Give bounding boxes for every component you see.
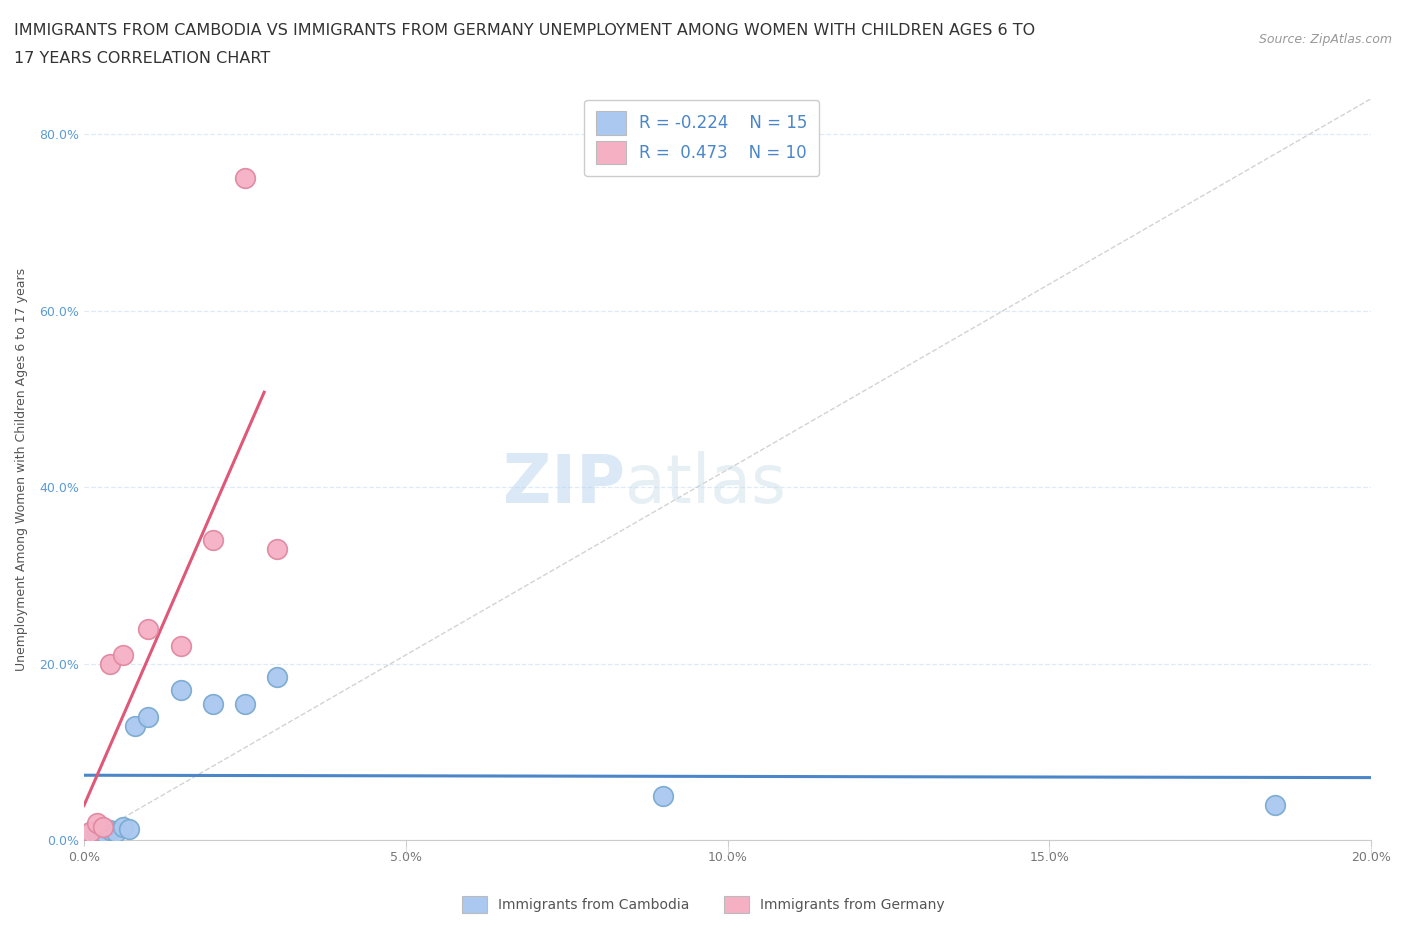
- Legend: Immigrants from Cambodia, Immigrants from Germany: Immigrants from Cambodia, Immigrants fro…: [456, 890, 950, 919]
- Point: [98, 657, 121, 671]
- Point: [169, 639, 191, 654]
- Point: [118, 821, 141, 836]
- Point: [201, 697, 224, 711]
- Point: [266, 670, 288, 684]
- Point: [201, 533, 224, 548]
- Point: [86, 826, 108, 841]
- Point: [79, 824, 101, 839]
- Point: [652, 789, 675, 804]
- Point: [124, 718, 146, 733]
- Y-axis label: Unemployment Among Women with Children Ages 6 to 17 years: Unemployment Among Women with Children A…: [15, 268, 28, 671]
- Point: [233, 171, 256, 186]
- Point: [169, 683, 191, 698]
- Legend: R = -0.224    N = 15, R =  0.473    N = 10: R = -0.224 N = 15, R = 0.473 N = 10: [585, 100, 820, 176]
- Point: [266, 541, 288, 556]
- Point: [233, 697, 256, 711]
- Point: [111, 647, 134, 662]
- Point: [79, 824, 101, 839]
- Text: 17 YEARS CORRELATION CHART: 17 YEARS CORRELATION CHART: [14, 51, 270, 66]
- Point: [136, 710, 159, 724]
- Point: [98, 822, 121, 837]
- Text: atlas: atlas: [624, 451, 786, 517]
- Point: [91, 819, 114, 834]
- Point: [86, 816, 108, 830]
- Text: ZIP: ZIP: [502, 451, 624, 517]
- Point: [136, 621, 159, 636]
- Point: [91, 825, 114, 840]
- Text: IMMIGRANTS FROM CAMBODIA VS IMMIGRANTS FROM GERMANY UNEMPLOYMENT AMONG WOMEN WIT: IMMIGRANTS FROM CAMBODIA VS IMMIGRANTS F…: [14, 23, 1035, 38]
- Point: [111, 819, 134, 834]
- Point: [105, 824, 128, 839]
- Point: [1263, 798, 1285, 813]
- Text: Source: ZipAtlas.com: Source: ZipAtlas.com: [1258, 33, 1392, 46]
